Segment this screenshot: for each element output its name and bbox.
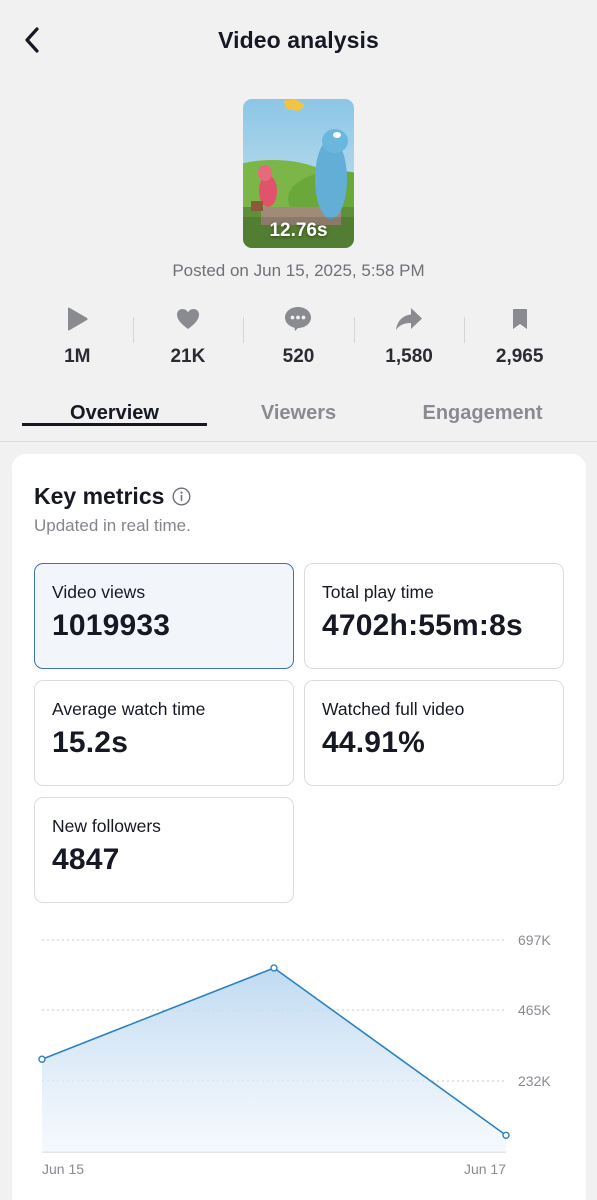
metric-label: Average watch time xyxy=(52,699,206,719)
y-tick-label: 232K xyxy=(518,1073,551,1089)
back-arrow-icon xyxy=(25,27,39,53)
metric-new-followers[interactable]: New followers 4847 xyxy=(34,797,294,903)
info-icon[interactable] xyxy=(172,487,191,506)
metric-watched-full-video[interactable]: Watched full video 44.91% xyxy=(304,680,564,786)
header: Video analysis xyxy=(0,0,597,82)
stat-value: 520 xyxy=(282,346,315,367)
stat-value: 1M xyxy=(64,346,91,367)
tab-bar: Overview Viewers Engagement xyxy=(0,394,597,442)
data-point[interactable] xyxy=(270,964,278,972)
x-tick-label: Jun 17 xyxy=(464,1161,506,1177)
data-point[interactable] xyxy=(502,1131,510,1139)
video-thumbnail-image xyxy=(243,99,354,248)
video-duration: 12.76s xyxy=(269,220,328,241)
bookmark-icon xyxy=(512,309,527,329)
tab-viewers[interactable]: Viewers xyxy=(260,402,337,424)
series-area xyxy=(42,967,506,1152)
heart-icon xyxy=(176,309,199,329)
stat-value: 21K xyxy=(170,346,206,367)
stat-comments: 520 xyxy=(243,304,354,374)
metric-value: 4702h:55m:8s xyxy=(322,609,523,642)
y-tick-label: 465K xyxy=(518,1002,551,1018)
stat-value: 1,580 xyxy=(385,346,433,367)
views-chart: 697K 465K 232K Jun 15 Jun 17 xyxy=(38,932,551,1177)
stat-value: 2,965 xyxy=(495,346,544,367)
metric-video-views[interactable]: Video views 1019933 xyxy=(34,563,294,669)
metric-total-play-time[interactable]: Total play time 4702h:55m:8s xyxy=(304,563,564,669)
metric-label: Video views xyxy=(52,582,146,602)
metric-value: 4847 xyxy=(52,843,120,876)
y-tick-label: 697K xyxy=(518,932,551,948)
stats-row: 1M 21K 520 1,580 2,965 xyxy=(22,304,575,374)
key-metrics-heading: Key metrics xyxy=(34,483,191,510)
tab-engagement[interactable]: Engagement xyxy=(422,402,543,424)
comment-icon xyxy=(285,307,312,331)
metric-label: New followers xyxy=(52,816,161,836)
metric-value: 44.91% xyxy=(322,726,425,759)
metric-value: 1019933 xyxy=(52,609,171,642)
page-title: Video analysis xyxy=(218,27,379,53)
metric-average-watch-time[interactable]: Average watch time 15.2s xyxy=(34,680,294,786)
metric-value: 15.2s xyxy=(52,726,129,759)
stat-views: 1M xyxy=(22,304,133,374)
metric-label: Total play time xyxy=(322,582,434,602)
share-icon xyxy=(396,308,423,330)
play-icon xyxy=(68,307,88,331)
metric-label: Watched full video xyxy=(322,699,465,719)
key-metrics-subtitle: Updated in real time. xyxy=(34,516,191,535)
stat-likes: 21K xyxy=(132,304,244,374)
video-thumbnail[interactable]: 12.76s xyxy=(243,99,354,248)
data-point[interactable] xyxy=(38,1055,46,1063)
key-metrics-card: Key metrics Updated in real time. Video … xyxy=(12,454,586,1200)
key-metrics-title: Key metrics xyxy=(34,483,165,509)
x-tick-label: Jun 15 xyxy=(42,1161,84,1177)
back-button[interactable] xyxy=(16,24,48,56)
stat-shares: 1,580 xyxy=(353,304,465,374)
series-layer xyxy=(38,964,510,1152)
posted-date: Posted on Jun 15, 2025, 5:58 PM xyxy=(172,261,425,280)
stat-saves: 2,965 xyxy=(464,304,575,374)
tab-overview[interactable]: Overview xyxy=(22,394,207,426)
